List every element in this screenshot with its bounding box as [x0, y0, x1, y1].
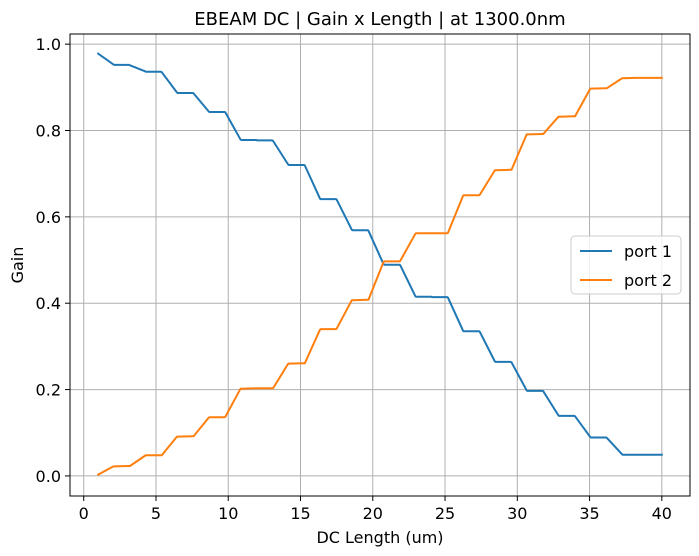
x-tick-label: 15 [290, 504, 310, 523]
legend-label: port 2 [624, 271, 672, 290]
chart-title: EBEAM DC | Gain x Length | at 1300.0nm [194, 9, 565, 30]
x-tick-label: 0 [79, 504, 89, 523]
x-tick-label: 35 [579, 504, 599, 523]
legend: port 1 port 2 [570, 235, 682, 295]
gridlines [70, 34, 690, 496]
legend-label: port 1 [624, 242, 672, 261]
x-tick-label: 10 [218, 504, 238, 523]
y-tick-label: 0.6 [36, 208, 61, 227]
x-tick-label: 25 [435, 504, 455, 523]
x-tick-label: 5 [151, 504, 161, 523]
axis-ticks: 0 5 10 15 20 25 30 35 40 0.0 0.2 0.4 0.6 0.8 1.0 [36, 35, 672, 523]
y-axis-label: Gain [8, 247, 27, 284]
legend-entries: port 1 port 2 [580, 242, 672, 290]
y-tick-label: 0.0 [36, 467, 61, 486]
y-tick-label: 0.2 [36, 381, 61, 400]
y-tick-label: 0.8 [36, 122, 61, 141]
x-tick-label: 40 [652, 504, 672, 523]
series-line-port-1 [96, 52, 663, 456]
plot-frame [69, 33, 691, 497]
x-tick-label: 30 [507, 504, 527, 523]
x-tick-label: 20 [363, 504, 383, 523]
series-lines [96, 52, 663, 476]
y-tick-label: 0.4 [36, 294, 61, 313]
y-tick-label: 1.0 [36, 35, 61, 54]
x-axis-label: DC Length (um) [316, 528, 443, 547]
series-line-port-2 [96, 76, 663, 476]
